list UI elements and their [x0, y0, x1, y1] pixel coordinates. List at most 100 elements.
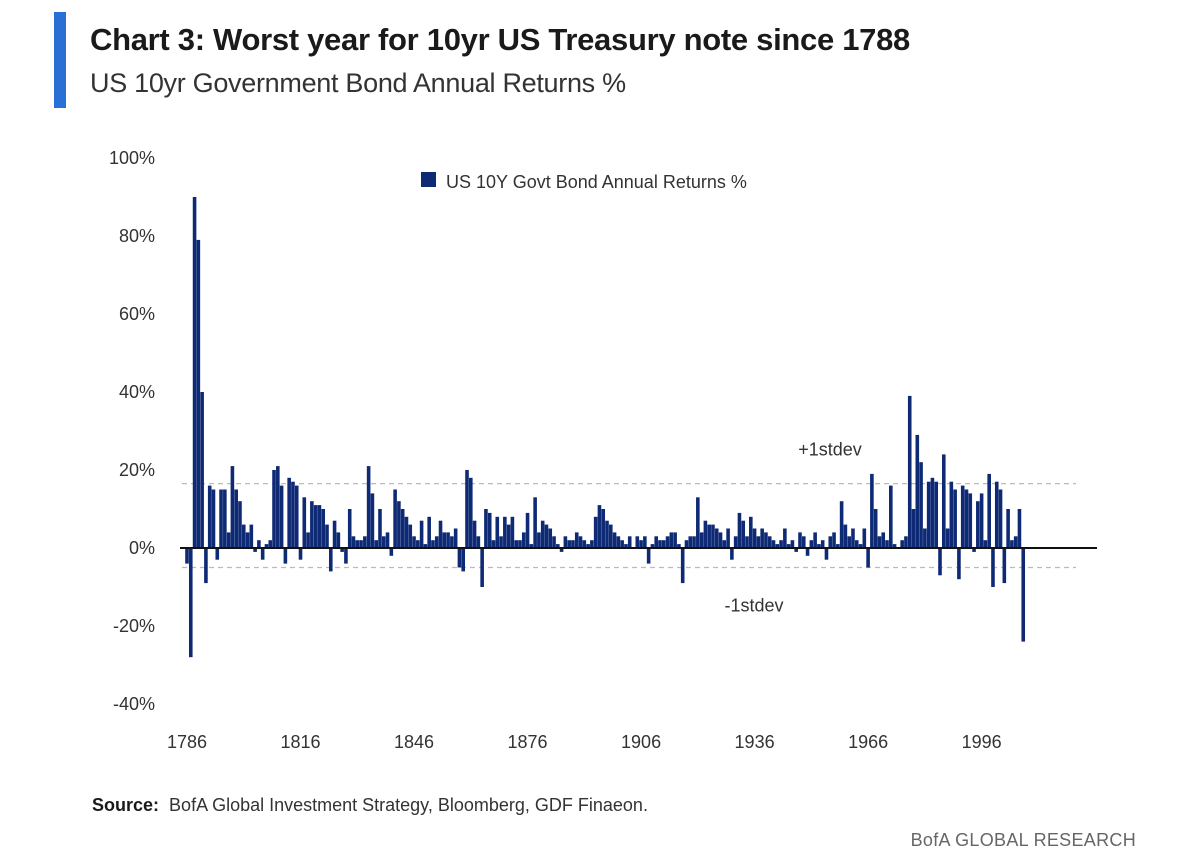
bar [283, 548, 288, 564]
bar [608, 524, 613, 548]
bar [741, 520, 746, 548]
title-accent-bar [54, 12, 66, 108]
bar [718, 532, 723, 548]
bar [340, 548, 344, 552]
bar [801, 536, 806, 548]
bar [321, 509, 326, 548]
y-tick-label: 40% [119, 382, 155, 402]
y-tick-label: -40% [113, 694, 155, 714]
bar [714, 528, 719, 548]
bar [548, 528, 553, 548]
x-axis: 1786 1816 1846 1876 1906 1936 1966 1996 [167, 732, 1002, 752]
bar [306, 532, 310, 548]
bar [885, 540, 889, 548]
bar [495, 516, 500, 548]
x-tick-label: 1966 [848, 732, 888, 752]
source-label: Source: [92, 795, 160, 815]
bar [677, 544, 681, 548]
bar [359, 540, 363, 548]
bar [366, 466, 371, 548]
bar [404, 516, 409, 548]
bar [881, 532, 886, 548]
bar [673, 532, 677, 548]
y-tick-label: 0% [129, 538, 155, 558]
bar [658, 540, 662, 548]
bar [983, 540, 988, 548]
legend-label: US 10Y Govt Bond Annual Returns % [446, 172, 747, 192]
bar [790, 540, 795, 548]
bar [627, 536, 632, 548]
source-note: Source: BofA Global Investment Strategy,… [92, 795, 648, 816]
bar [889, 485, 893, 548]
bar [953, 489, 957, 548]
bar [431, 540, 435, 548]
bar [605, 520, 609, 548]
bar [828, 536, 833, 548]
bar [552, 536, 556, 548]
bar [521, 532, 526, 548]
bar [665, 536, 670, 548]
bar [941, 454, 946, 548]
bar [484, 509, 488, 548]
bar [238, 501, 242, 548]
bar [499, 536, 503, 548]
bar [923, 528, 927, 548]
x-tick-label: 1906 [621, 732, 661, 752]
bar [994, 481, 999, 548]
bar [817, 544, 821, 548]
bar [593, 516, 598, 548]
bar [533, 497, 537, 548]
bar [798, 532, 802, 548]
bar [870, 473, 874, 548]
bar [491, 540, 496, 548]
x-tick-label: 1816 [280, 732, 320, 752]
bar [919, 462, 923, 548]
bar [775, 544, 780, 548]
bar [374, 540, 378, 548]
bar [688, 536, 693, 548]
bar [510, 516, 515, 548]
bar [487, 512, 492, 548]
bar [253, 548, 257, 552]
reference-line-label: +1stdev [798, 440, 862, 460]
bar [979, 493, 984, 548]
bar [1006, 509, 1010, 548]
bar [1021, 548, 1026, 642]
bar [643, 536, 647, 548]
bar [586, 544, 590, 548]
bar [843, 524, 848, 548]
bar [805, 548, 810, 556]
bar [635, 536, 640, 548]
bar [930, 477, 935, 548]
bar [468, 477, 473, 548]
bar [230, 466, 235, 548]
bar [987, 473, 991, 548]
bar [938, 548, 942, 576]
bar [949, 481, 954, 548]
bar [726, 528, 730, 548]
bar [574, 532, 579, 548]
bar [866, 548, 870, 568]
bar [749, 516, 753, 548]
brand-footer: BofA GLOBAL RESEARCH [910, 830, 1136, 850]
bar [567, 540, 571, 548]
bar [260, 548, 265, 560]
chart-subtitle: US 10yr Government Bond Annual Returns % [90, 68, 626, 98]
bar [416, 540, 420, 548]
bar [824, 548, 829, 560]
bar [185, 548, 189, 564]
bar [211, 489, 216, 548]
bar [291, 481, 295, 548]
bar [654, 536, 659, 548]
bar [313, 505, 318, 548]
bar [537, 532, 541, 548]
bar [245, 532, 250, 548]
bar [287, 477, 291, 548]
bar [873, 509, 878, 548]
bar [559, 548, 564, 552]
bar [544, 524, 549, 548]
bar [911, 509, 916, 548]
bar [968, 493, 973, 548]
bar [442, 532, 447, 548]
bar [393, 489, 397, 548]
